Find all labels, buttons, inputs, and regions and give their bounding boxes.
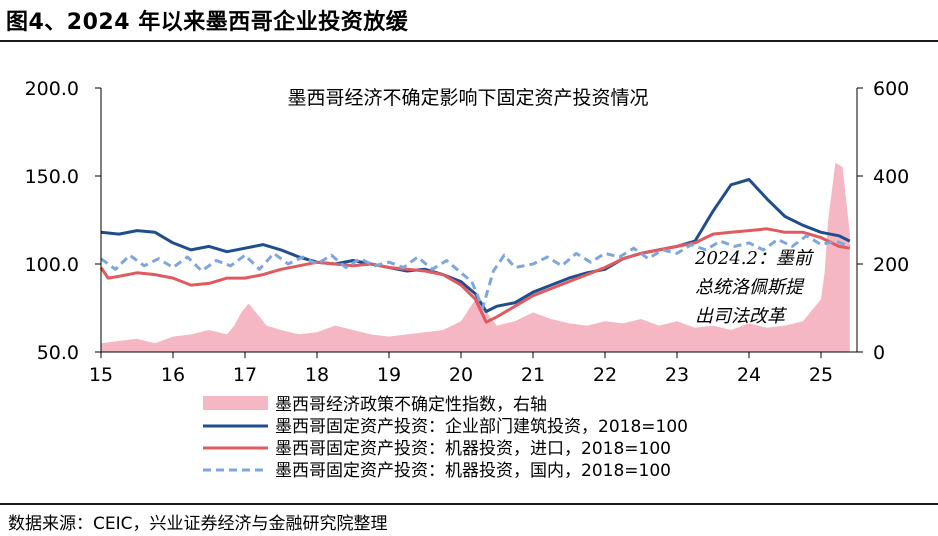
x-tick-label: 17 — [233, 364, 257, 386]
x-tick-label: 16 — [161, 364, 185, 386]
annotation-line: 总统洛佩斯提 — [695, 277, 803, 298]
x-tick-label: 21 — [521, 364, 545, 386]
top-rule — [0, 40, 938, 42]
axes: 50.0 100.0 150.0 200.0 0 200 400 600 15 16 17 18 19 2… — [25, 78, 910, 386]
legend: 墨西哥经济政策不确定性指数，右轴墨西哥固定资产投资：企业部门建筑投资，2018=… — [203, 395, 688, 481]
right-tick-label: 200 — [873, 254, 909, 276]
left-tick-label: 200.0 — [25, 78, 79, 100]
legend-label: 墨西哥固定资产投资：机器投资，进口，2018=100 — [275, 439, 671, 459]
chart: 墨西哥经济不确定影响下固定资产投资情况 50.0 100.0 150.0 200.0 0… — [25, 78, 910, 481]
series-line-1 — [100, 178, 851, 313]
legend-label: 墨西哥经济政策不确定性指数，右轴 — [275, 395, 547, 415]
x-tick-label: 25 — [809, 364, 833, 386]
left-tick-label: 150.0 — [25, 166, 79, 188]
right-tick-label: 600 — [873, 78, 909, 100]
x-tick-label: 24 — [737, 364, 761, 386]
right-tick-label: 400 — [873, 166, 909, 188]
x-tick-label: 18 — [305, 364, 329, 386]
x-tick-label: 22 — [593, 364, 617, 386]
series-line-2 — [99, 227, 851, 324]
left-tick-label: 50.0 — [37, 342, 79, 364]
annotation-line: 2024.2：墨前 — [695, 248, 812, 269]
legend-label: 墨西哥固定资产投资：机器投资，国内，2018=100 — [275, 461, 671, 481]
series-line-3 — [100, 234, 851, 310]
x-tick-label: 23 — [665, 364, 689, 386]
right-tick-label: 0 — [873, 342, 885, 364]
figure-title: 图4、2024 年以来墨西哥企业投资放缓 — [6, 10, 409, 35]
annotation-line: 出司法改革 — [695, 306, 785, 327]
source-note: 数据来源：CEIC，兴业证券经济与金融研究院整理 — [8, 514, 388, 534]
legend-label: 墨西哥固定资产投资：企业部门建筑投资，2018=100 — [275, 417, 688, 437]
x-tick-label: 15 — [89, 364, 113, 386]
annotation: 2024.2：墨前 总统洛佩斯提 出司法改革 — [695, 244, 812, 331]
uncertainty-area — [101, 162, 850, 352]
uncertainty-index-area — [101, 162, 850, 352]
legend-swatch-area — [203, 396, 268, 410]
plot-lines — [99, 178, 851, 324]
bottom-rule — [0, 503, 938, 505]
x-tick-label: 19 — [377, 364, 401, 386]
x-tick-label: 20 — [449, 364, 473, 386]
left-tick-label: 100.0 — [25, 254, 79, 276]
chart-title: 墨西哥经济不确定影响下固定资产投资情况 — [287, 87, 648, 109]
